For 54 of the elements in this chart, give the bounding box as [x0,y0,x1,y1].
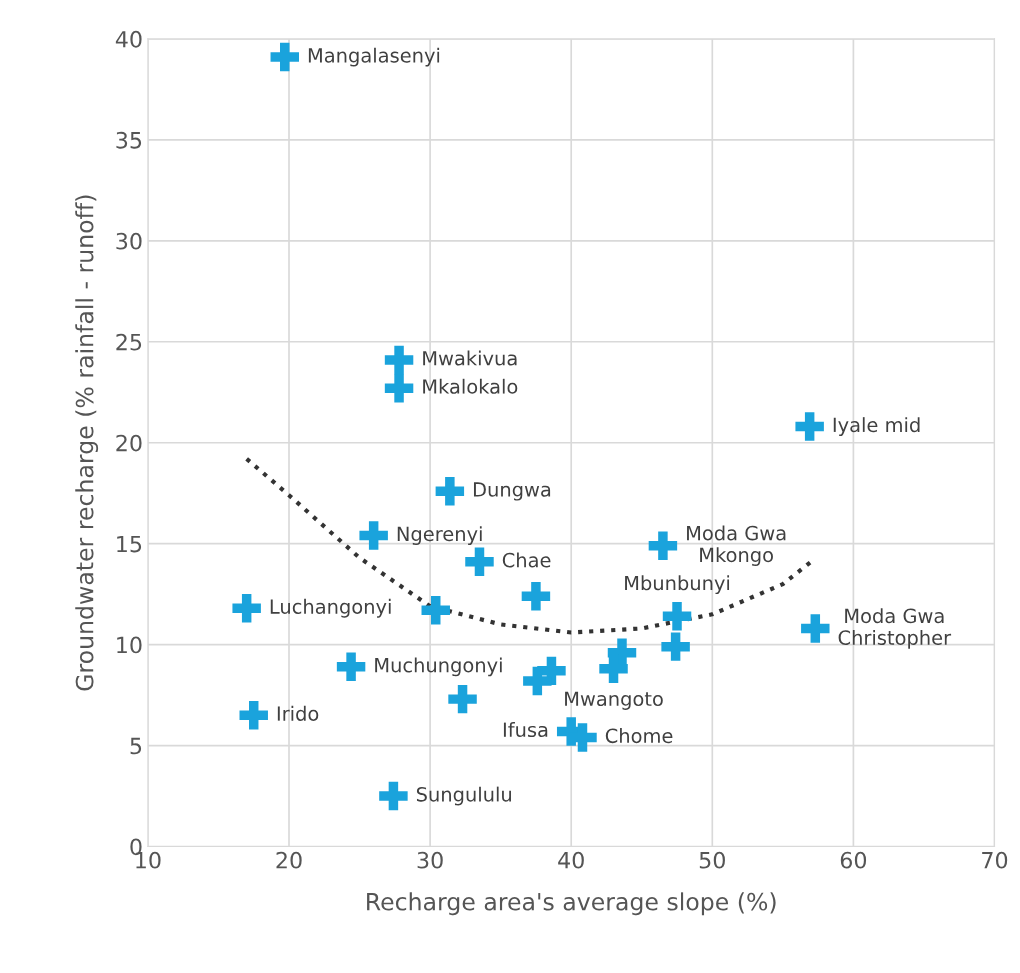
annotation: Muchungonyi [375,657,502,677]
annotation: Chome [605,728,673,744]
point [270,42,299,72]
y-tick-label: 5 [130,737,142,755]
point [662,602,692,631]
annotation: Chae [502,552,551,568]
point [795,412,824,441]
annotation: Mwangoto [565,691,663,710]
y-tick-label: 35 [116,131,142,149]
point [359,521,388,550]
point [448,684,477,714]
point [465,547,494,577]
point [648,531,678,560]
annotation: Ifusa [503,722,548,738]
line-series [244,456,814,635]
x-axis-title: Recharge area's average slope (%) [367,892,776,916]
point [379,781,408,811]
y-tick-label: 20 [116,434,142,452]
y-tick-label: 10 [117,636,142,654]
point [801,614,830,643]
point [232,594,261,623]
point [523,666,552,696]
point [421,596,450,625]
point [435,476,465,506]
y-tick-label: 15 [117,535,142,553]
annotation: Iyale mid [833,417,920,436]
annotation: Irido [277,705,319,721]
x-tick-label: 50 [699,851,725,869]
annotation: Mangalasenyi [308,47,440,67]
annotation: Mkalokalo [423,378,518,394]
point [239,701,268,730]
point [661,632,690,661]
point [599,654,628,684]
x-tick-label: 30 [417,851,443,869]
annotation: Sungululu [416,786,511,806]
point [521,581,551,611]
annotation: Luchangonyi [270,598,391,618]
annotation: Moda Gwa Mkongo [687,525,786,566]
annotation: Mwakivua [423,350,517,366]
point [384,373,414,403]
x-tick-label: 20 [276,851,302,869]
y-tick-label: 40 [115,30,142,48]
annotation: Ngerenyi [397,526,482,545]
point [336,652,366,682]
x-tick-label: 60 [840,851,867,869]
annotation: Moda Gwa Christopher [838,608,952,649]
y-axis-title: Groundwater recharge (% rainfall - runoff) [75,195,99,691]
point [384,345,414,375]
x-tick-label: 70 [982,851,1008,869]
annotation: Mbunbunyi [625,575,730,595]
y-tick-label: 30 [116,232,142,250]
annotation: Dungwa [473,482,551,501]
y-tick-label: 25 [116,333,142,351]
x-tick-label: 40 [558,851,584,869]
